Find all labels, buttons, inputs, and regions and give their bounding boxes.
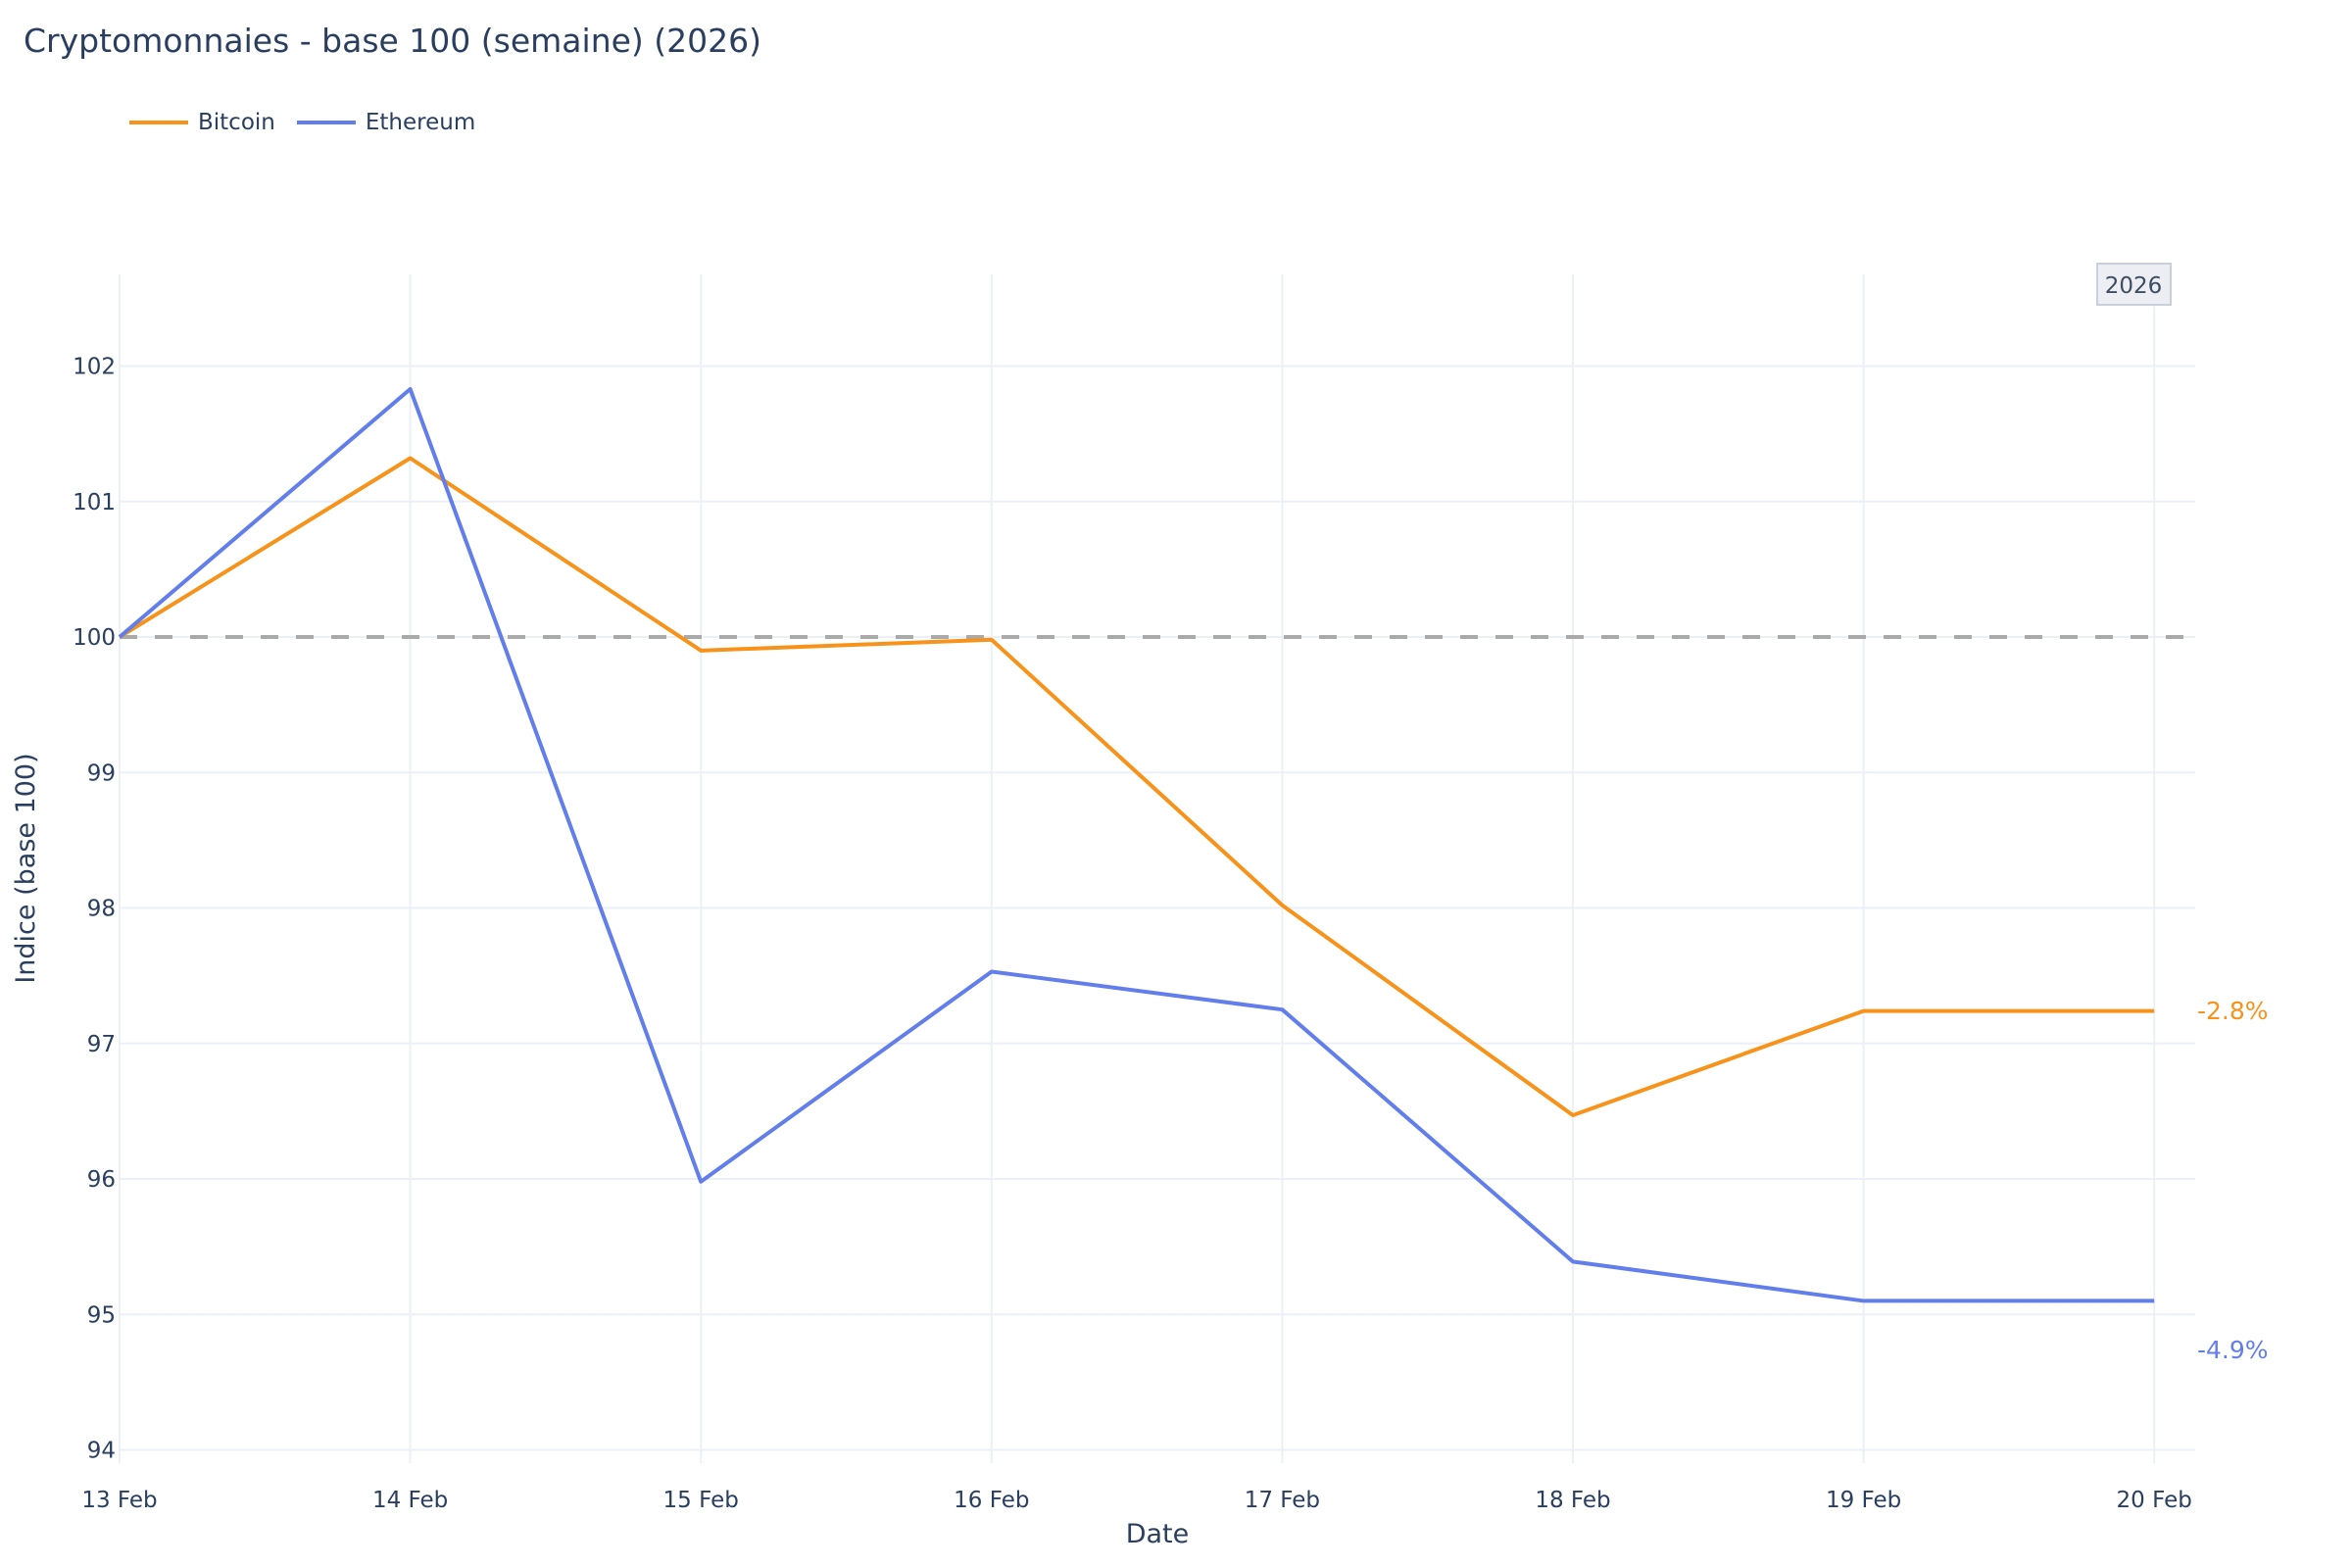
y-tick-label: 102 [73,355,116,380]
x-tick-label: 17 Feb [1245,1488,1320,1513]
x-tick-label: 20 Feb [2117,1488,2192,1513]
ethereum-line-swatch-icon [296,121,356,124]
series-line-ethereum[interactable] [118,387,2155,1303]
y-axis-ticks: 94 95 96 97 98 99 100 101 102 [73,355,116,1464]
legend: Bitcoin Ethereum [129,110,497,135]
y-tick-label: 95 [87,1302,116,1328]
end-label-ethereum: -4.9% [2197,1336,2269,1364]
x-axis-title: Date [1126,1519,1190,1549]
bitcoin-line-swatch-icon [129,121,188,124]
y-tick-label: 94 [87,1439,116,1464]
year-badge: 2026 [2096,263,2172,306]
legend-item-bitcoin[interactable]: Bitcoin [129,110,275,135]
x-tick-label: 18 Feb [1535,1488,1610,1513]
y-tick-label: 97 [87,1032,116,1057]
gridlines [119,274,2195,1463]
y-tick-label: 98 [87,897,116,922]
x-axis-ticks: 13 Feb 14 Feb 15 Feb 16 Feb 17 Feb 18 Feb 19 F… [81,1488,2192,1513]
data-series [118,387,2155,1303]
legend-label-bitcoin: Bitcoin [198,110,275,135]
year-badge-text: 2026 [2105,273,2163,299]
y-tick-label: 96 [87,1167,116,1193]
series-line-bitcoin[interactable] [118,456,2155,1118]
y-axis-title: Indice (base 100) [11,753,41,983]
y-tick-label: 101 [73,490,116,515]
end-labels: -2.8% -4.9% [2197,997,2269,1364]
x-tick-label: 19 Feb [1826,1488,1901,1513]
legend-label-ethereum: Ethereum [365,110,476,135]
x-tick-label: 15 Feb [663,1488,739,1513]
legend-item-ethereum[interactable]: Ethereum [296,110,476,135]
x-tick-label: 16 Feb [954,1488,1029,1513]
y-tick-label: 99 [87,760,116,786]
x-tick-label: 13 Feb [81,1488,157,1513]
x-tick-label: 14 Feb [372,1488,448,1513]
chart-title: Cryptomonnaies - base 100 (semaine) (202… [24,22,762,60]
end-label-bitcoin: -2.8% [2197,997,2269,1025]
y-tick-label: 100 [73,625,116,651]
